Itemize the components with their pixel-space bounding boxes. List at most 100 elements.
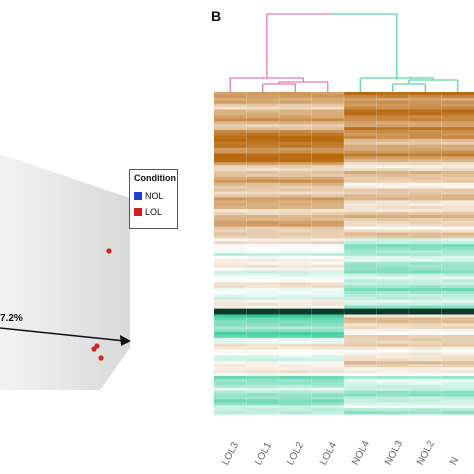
heatmap-cell [214,343,247,348]
heatmap-cell [279,253,312,257]
heatmap-cell [279,408,312,412]
heatmap-cell [279,282,312,286]
heatmap-cell [376,253,410,257]
heatmap-cell [279,346,312,351]
heatmap-cell [246,320,280,324]
heatmap-cell [246,402,280,406]
heatmap-cell [344,159,377,163]
heatmap-cell [409,138,442,143]
heatmap-cell [441,273,474,277]
heatmap-cell [409,200,442,204]
heatmap-cell [409,179,442,184]
heatmap-cell [344,408,377,412]
heatmap-cell [376,203,410,207]
heatmap-cell [311,255,345,260]
heatmap-cell [409,165,442,169]
heatmap-cell [279,176,312,181]
heatmap-cell [279,138,312,143]
heatmap-cell [376,130,410,134]
heatmap-cell [279,261,312,266]
heatmap-cell [409,387,442,392]
heatmap-cell [311,194,345,198]
heatmap-cell [311,267,345,272]
heatmap-cell [311,188,345,193]
heatmap-cell [214,320,247,324]
heatmap-cell [376,92,410,96]
heatmap-cell [279,153,312,157]
heatmap-cell [409,255,442,260]
heatmap-cell [441,130,474,134]
heatmap-cell [214,191,247,195]
heatmap-cell [279,156,312,160]
heatmap-cell [279,188,312,193]
heatmap-cell [409,261,442,266]
heatmap-cell [279,293,312,298]
heatmap-cell [409,182,442,187]
heatmap-cell [376,124,410,128]
heatmap-cell [409,302,442,307]
heatmap-cell [441,179,474,184]
heatmap-cell [246,244,280,248]
heatmap-cell [214,305,247,310]
heatmap-cell [376,255,410,260]
heatmap-cell [279,255,312,260]
heatmap-cell [246,220,280,225]
heatmap-cell [344,220,377,225]
heatmap-cell [214,267,247,272]
heatmap-cell [246,270,280,274]
heatmap-cell [279,311,312,315]
heatmap-cell [279,370,312,374]
heatmap-cell [409,305,442,310]
heatmap-cell [214,253,247,257]
heatmap-cell [441,115,474,119]
heatmap-cell [311,393,345,397]
heatmap-cell [246,329,280,333]
heatmap-cell [246,153,280,157]
heatmap-cell [376,411,410,415]
heatmap-cell [409,361,442,365]
heatmap-cell [344,349,377,354]
heatmap-cell [441,229,474,234]
heatmap-cell [311,367,345,371]
heatmap-cell [214,182,247,187]
heatmap-cell [344,375,377,380]
heatmap-cell [344,302,377,307]
heatmap-cell [214,308,247,313]
heatmap-cell [214,358,247,362]
heatmap-cell [376,396,410,400]
heatmap-cell [376,311,410,315]
heatmap-cell [279,130,312,134]
heatmap-cell [376,109,410,113]
heatmap-cell [311,109,345,113]
heatmap-cell [279,206,312,210]
heatmap-cell [246,191,280,195]
condition-legend: Condition NOL LOL [129,169,178,229]
heatmap-cell [376,299,410,304]
heatmap-cell [246,144,280,149]
heatmap-cell [311,250,345,254]
heatmap-cell [246,399,280,403]
heatmap-cell [409,378,442,383]
heatmap-cell [441,127,474,131]
heatmap-cell [311,314,345,318]
heatmap-cell [311,118,345,122]
heatmap-cell [409,352,442,356]
heatmap-cell [376,162,410,166]
heatmap-cell [214,197,247,201]
heatmap-cell [214,214,247,219]
heatmap-cell [246,247,280,251]
heatmap-cell [246,396,280,400]
heatmap-cell [376,200,410,204]
heatmap-cell [344,370,377,374]
heatmap-cell [409,332,442,336]
heatmap-cell [246,311,280,315]
heatmap-cell [246,276,280,280]
heatmap-cell [246,182,280,187]
heatmap-cell [441,188,474,193]
heatmap-cell [344,247,377,251]
heatmap-cell [311,302,345,307]
heatmap-cell [246,214,280,219]
heatmap-cell [214,393,247,397]
heatmap-cell [409,399,442,403]
heatmap-cell [376,247,410,251]
